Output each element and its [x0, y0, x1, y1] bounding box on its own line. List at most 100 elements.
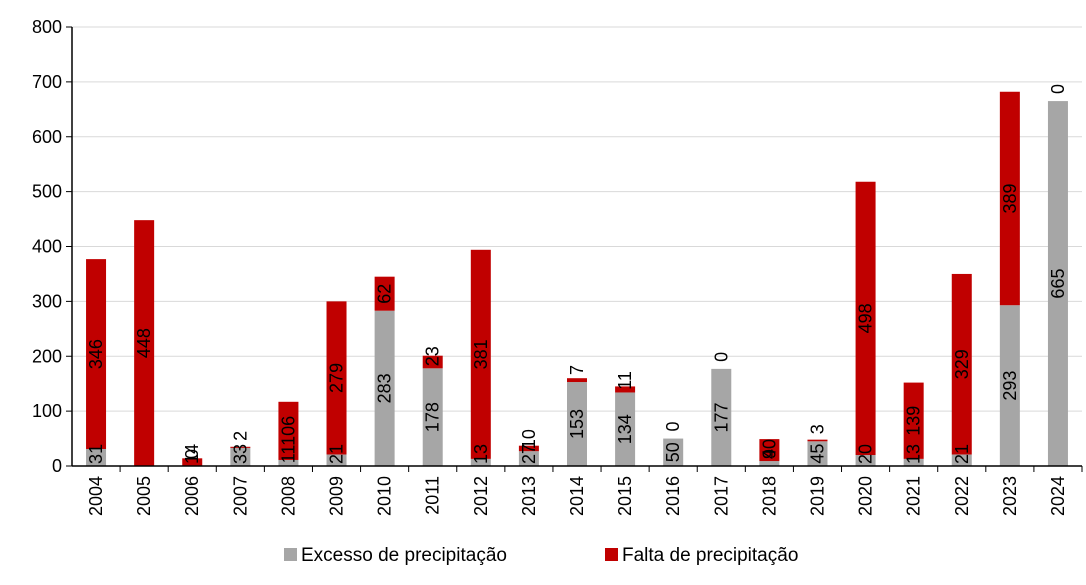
x-tick-label: 2017 — [711, 476, 731, 516]
data-label-excesso-2013: 27 — [519, 444, 539, 464]
legend-label-excesso: Excesso de precipitação — [301, 545, 507, 566]
bar-falta-2021 — [903, 382, 924, 459]
y-tick-label: 600 — [32, 127, 62, 147]
bar-excesso-2017 — [711, 368, 732, 466]
data-label-excesso-2024: 665 — [1048, 269, 1068, 299]
data-label-falta-2012: 381 — [471, 339, 491, 369]
legend-swatch-falta — [605, 548, 618, 561]
bar-excesso-2023 — [999, 305, 1020, 466]
bar-excesso-2015 — [615, 392, 636, 466]
bar-falta-2008 — [278, 401, 299, 460]
data-label-excesso-2006: 0 — [182, 449, 202, 459]
x-tick-label: 2016 — [663, 476, 683, 516]
data-label-excesso-2009: 21 — [327, 444, 347, 464]
data-label-excesso-2014: 153 — [567, 409, 587, 439]
bar-falta-2009 — [326, 301, 347, 455]
bar-excesso-2004 — [86, 448, 107, 466]
data-label-falta-2013: 10 — [519, 429, 539, 449]
data-label-falta-2011: 23 — [423, 346, 443, 366]
x-tick-label: 2007 — [230, 476, 250, 516]
x-tick-label: 2012 — [471, 476, 491, 516]
data-label-falta-2015: 11 — [615, 371, 635, 390]
data-label-falta-2016: 0 — [663, 421, 683, 431]
data-label-excesso-2012: 13 — [471, 444, 491, 464]
bar-excesso-2011 — [422, 368, 443, 466]
data-label-excesso-2020: 20 — [856, 444, 876, 464]
data-label-falta-2007: 2 — [230, 431, 250, 441]
bar-falta-2013 — [518, 445, 539, 452]
data-label-excesso-2007: 33 — [230, 444, 250, 464]
data-label-falta-2021: 139 — [904, 406, 924, 436]
data-label-falta-2022: 329 — [952, 349, 972, 379]
bar-falta-2011 — [422, 355, 443, 369]
bar-excesso-2009 — [326, 454, 347, 466]
data-label-excesso-2008: 11 — [278, 445, 298, 464]
data-label-falta-2020: 498 — [856, 303, 876, 333]
data-label-excesso-2021: 13 — [904, 444, 924, 464]
data-label-excesso-2010: 283 — [375, 373, 395, 403]
bar-excesso-2010 — [374, 310, 395, 466]
bar-excesso-2007 — [230, 447, 251, 466]
bar-excesso-2021 — [903, 458, 924, 466]
bar-excesso-2012 — [470, 458, 491, 466]
data-label-excesso-2011: 178 — [423, 402, 443, 432]
x-tick-label: 2004 — [86, 476, 106, 516]
x-tick-label: 2015 — [615, 476, 635, 516]
data-label-excesso-2016: 50 — [663, 442, 683, 462]
data-label-falta-2024: 0 — [1048, 84, 1068, 94]
bar-excesso-2016 — [663, 438, 684, 466]
x-axis-ticks: 2004 2005 2006 2007 2008 2009 2010 2011 2012 2013… — [86, 466, 1083, 516]
data-label-falta-2023: 389 — [1000, 183, 1020, 213]
data-label-falta-2019: 3 — [807, 424, 827, 434]
data-label-falta-2014: 7 — [567, 365, 587, 375]
x-tick-label: 2021 — [904, 476, 924, 516]
y-tick-label: 400 — [32, 237, 62, 257]
bar-excesso-2022 — [951, 454, 972, 466]
x-tick-label: 2010 — [375, 476, 395, 516]
x-tick-label: 2014 — [567, 476, 587, 516]
x-tick-label: 2022 — [952, 476, 972, 516]
data-label-falta-2008: 106 — [278, 416, 298, 446]
gridlines — [72, 26, 1082, 412]
bar-excesso-2008 — [278, 459, 299, 466]
x-tick-label: 2020 — [856, 476, 876, 516]
y-tick-label: 0 — [52, 456, 62, 476]
data-label-falta-2009: 279 — [327, 363, 347, 393]
x-tick-label: 2005 — [134, 476, 154, 516]
x-tick-label: 2013 — [519, 476, 539, 516]
data-label-excesso-2019: 45 — [807, 444, 827, 464]
x-tick-label: 2011 — [423, 476, 443, 515]
bar-falta-2020 — [855, 181, 876, 456]
x-tick-label: 2023 — [1000, 476, 1020, 516]
data-label-falta-2018: 40 — [759, 439, 779, 459]
bar-excesso-2014 — [567, 382, 587, 466]
bar-falta-2005 — [134, 220, 155, 466]
y-tick-label: 300 — [32, 291, 62, 311]
data-label-falta-2004: 346 — [86, 339, 106, 369]
bar-excesso-2013 — [518, 451, 539, 466]
bar-falta-2010 — [374, 276, 395, 311]
bar-excesso-2018 — [759, 461, 780, 466]
data-label-excesso-2018: 9 — [759, 449, 779, 459]
y-tick-label: 800 — [32, 17, 62, 37]
bar-falta-2004 — [86, 259, 107, 449]
data-label-excesso-2022: 21 — [952, 444, 972, 464]
x-tick-label: 2008 — [278, 476, 298, 516]
bar-falta-2023 — [999, 91, 1020, 306]
x-tick-label: 2024 — [1048, 476, 1068, 516]
y-tick-label: 500 — [32, 182, 62, 202]
bar-excesso-2019 — [807, 441, 828, 466]
data-label-excesso-2004: 31 — [86, 444, 106, 464]
bar-falta-2014 — [567, 378, 587, 383]
x-tick-label: 2018 — [759, 476, 779, 516]
bar-falta-2007 — [230, 446, 251, 448]
bars — [86, 91, 1068, 467]
y-tick-label: 100 — [32, 401, 62, 421]
bar-excesso-2020 — [855, 455, 876, 466]
data-label-falta-2005: 448 — [134, 328, 154, 358]
data-label-falta-2006: 14 — [182, 444, 202, 464]
legend-swatch-excesso — [284, 548, 297, 561]
bar-falta-2022 — [951, 273, 972, 455]
